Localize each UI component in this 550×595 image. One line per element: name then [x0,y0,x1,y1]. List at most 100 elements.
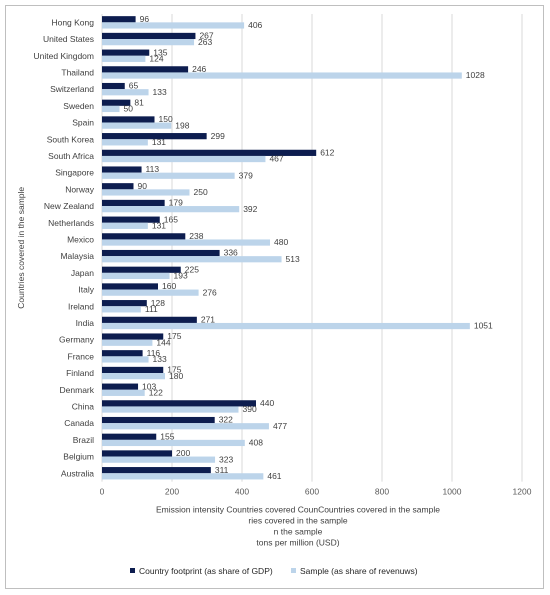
value-label: 513 [286,254,300,264]
bar [102,406,239,413]
x-axis-label-line: Emission intensity Countries covered Cou… [156,505,440,515]
value-label: 124 [149,53,163,63]
bar [102,99,131,106]
value-label: 379 [239,170,253,180]
value-label: 103 [142,381,156,391]
value-label: 113 [146,164,160,174]
bar [102,22,245,29]
value-label: 193 [174,271,188,281]
value-label: 111 [145,304,158,314]
bar [102,316,197,323]
bar [102,439,245,447]
category-label: Hong Kong [51,17,94,27]
value-label: 133 [153,354,167,364]
value-label: 65 [129,81,139,91]
x-tick-label: 800 [375,487,389,497]
value-label: 116 [147,348,161,358]
value-label: 276 [203,287,217,297]
category-label: Germany [59,335,95,345]
category-label: United States [43,34,94,44]
x-tick-label: 1000 [443,487,462,497]
legend: Country footprint (as share of GDP) Sampl… [130,566,418,576]
category-label: Ireland [68,301,94,311]
value-label: 336 [224,248,238,258]
bar [102,300,147,307]
bar [102,400,256,407]
bar [102,239,270,246]
category-label: Belgium [63,452,94,462]
bar [102,383,139,390]
bar [102,55,146,62]
bar [102,166,142,173]
bar [102,423,269,430]
bar [102,350,143,357]
value-label: 144 [156,337,170,347]
bar [102,289,199,296]
category-label: United Kingdom [34,51,94,61]
value-label: 406 [248,20,262,30]
bar [102,222,148,229]
value-label: 480 [274,237,288,247]
category-label: China [72,401,94,411]
value-label: 477 [273,421,287,431]
bar [102,105,120,113]
legend-label: Sample (as share of revenuws) [300,566,418,576]
bar [102,306,141,313]
bar [102,373,165,380]
value-label: 179 [169,198,183,208]
value-label: 131 [152,220,166,230]
bar [102,89,149,96]
bar [102,366,164,374]
value-label: 311 [215,465,229,475]
value-label: 155 [160,431,174,441]
chart-frame [5,5,544,589]
value-label: 180 [169,371,183,381]
category-label: Denmark [60,385,95,395]
category-label: Netherlands [48,218,94,228]
category-label: India [76,318,95,328]
category-label: Malaysia [60,251,94,261]
x-tick-label: 200 [165,487,179,497]
category-label: France [68,351,95,361]
value-label: 612 [320,147,334,157]
bar [102,16,136,23]
category-label: South Africa [48,151,94,161]
category-label: Mexico [67,234,94,244]
bar [102,283,158,290]
bar [102,206,240,213]
bar [102,116,155,123]
x-axis-label-line: n the sample [274,527,323,537]
bar [102,450,172,457]
bar [102,322,470,330]
value-label: 299 [211,131,225,141]
value-label: 271 [201,314,215,324]
bar [102,333,164,340]
value-label: 165 [164,214,178,224]
x-axis-label-line: tons per million (USD) [256,538,339,548]
legend-swatch [130,568,135,573]
bar [102,266,181,273]
value-label: 238 [189,231,203,241]
category-label: Italy [78,285,94,295]
category-label: New Zealand [44,201,94,211]
legend-swatch [291,568,296,573]
bar [102,256,282,263]
x-axis-label-line: ries covered in the sample [248,516,347,526]
value-label: 81 [134,97,144,107]
value-label: 122 [149,387,163,397]
category-label: Finland [66,368,94,378]
bar [102,139,148,146]
category-label: Sweden [63,101,94,111]
value-label: 133 [153,87,167,97]
value-label: 96 [140,14,150,24]
value-label: 323 [219,454,233,464]
x-tick-labels: 0 200 400 600 800 1000 1200 [100,487,532,497]
category-label: Japan [71,268,94,278]
x-tick-label: 1200 [513,487,532,497]
value-label: 408 [249,438,263,448]
value-label: 461 [267,471,281,481]
value-label: 135 [153,47,167,57]
category-label: Singapore [55,168,94,178]
bar [102,249,220,257]
